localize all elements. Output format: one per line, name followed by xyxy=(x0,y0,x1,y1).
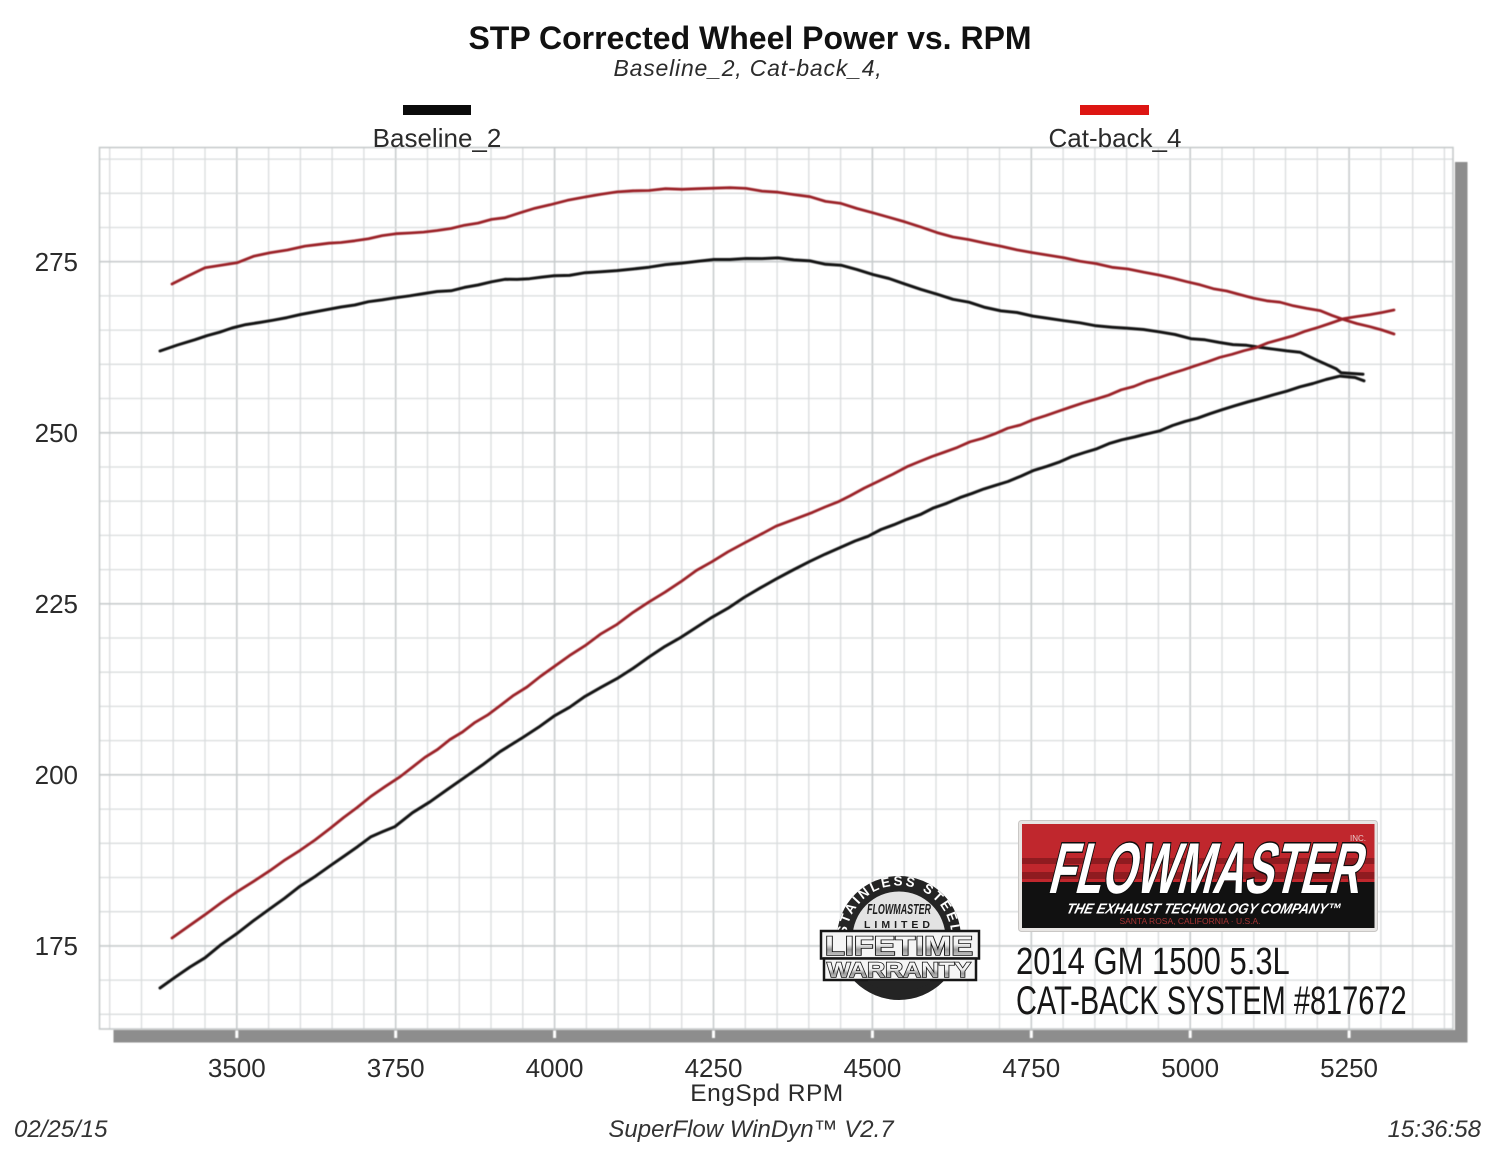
svg-text:WARRANTY: WARRANTY xyxy=(827,959,971,982)
svg-text:THE EXHAUST TECHNOLOGY COMPANY: THE EXHAUST TECHNOLOGY COMPANY™ xyxy=(1065,902,1343,918)
svg-text:FLOWMASTER: FLOWMASTER xyxy=(867,901,931,918)
svg-text:LIFETIME: LIFETIME xyxy=(825,931,973,961)
svg-text:INC.: INC. xyxy=(1350,834,1366,843)
svg-text:LIMITED: LIMITED xyxy=(864,919,934,931)
svg-text:FLOWMASTER: FLOWMASTER xyxy=(1043,829,1375,909)
svg-text:SANTA ROSA, CALIFORNIA · U.S.A: SANTA ROSA, CALIFORNIA · U.S.A. xyxy=(1119,916,1260,926)
